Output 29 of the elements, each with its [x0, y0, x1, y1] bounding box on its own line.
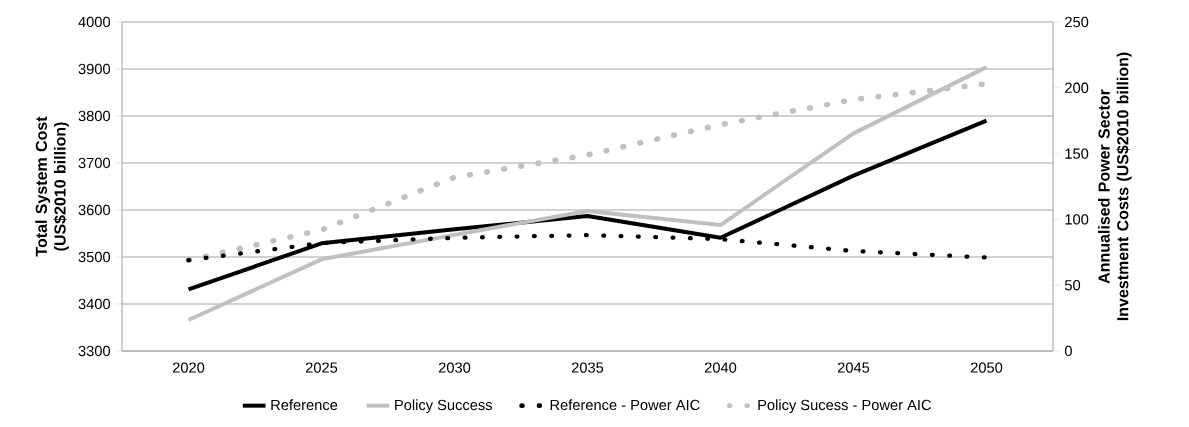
y2-tick-label: 0: [1064, 345, 1072, 357]
x-tick-label: 2045: [837, 362, 870, 373]
y-tick-label: 3800: [78, 110, 111, 122]
y-tick-label: 4000: [78, 16, 111, 28]
y2-tick-label: 200: [1065, 82, 1089, 93]
line-series: [186, 65, 989, 322]
y-tick-label: 3700: [78, 157, 111, 169]
legend-label: Policy Sucess - Power AIC: [758, 399, 931, 414]
x-tick-label: 2040: [704, 362, 737, 373]
x-tick-label: 2025: [305, 362, 338, 373]
y-tick-label: 3500: [78, 251, 111, 263]
x-tick-label: 2035: [571, 362, 604, 373]
y-tick-label: 3600: [78, 204, 111, 216]
y-tick-label: 3900: [78, 63, 111, 75]
legend-label: Reference - Power AIC: [550, 399, 700, 411]
y-tick-label: 3400: [78, 298, 111, 310]
legend-label: Policy Success: [395, 399, 493, 414]
y-tick-label: 3300: [78, 345, 111, 357]
x-tick-label: 2030: [438, 362, 471, 373]
y2-tick-label: 100: [1065, 214, 1089, 225]
line-series: [186, 118, 989, 292]
y2-tick-label: 250: [1065, 16, 1089, 28]
x-tick-label: 2050: [970, 362, 1003, 373]
x-tick-label: 2020: [172, 362, 205, 373]
y2-tick-label: 50: [1064, 280, 1081, 291]
legend-label: Reference: [271, 399, 338, 411]
y-axis-title: Total System Cost (US$2010 billion): [35, 116, 69, 257]
y2-axis-title: Annualised Power Sector Investment Costs (US$2010 billion): [1098, 52, 1132, 321]
y2-tick-label: 150: [1065, 148, 1089, 159]
